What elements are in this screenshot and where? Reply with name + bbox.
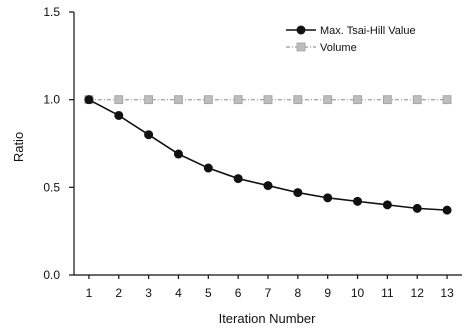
legend-item-tsai-hill: Max. Tsai-Hill Value <box>286 25 416 37</box>
x-axis-label: Iteration Number <box>219 311 316 326</box>
data-point-tsai-hill <box>263 181 273 191</box>
data-point-tsai-hill <box>173 149 183 159</box>
data-point-tsai-hill <box>114 110 124 120</box>
x-tick-label: 4 <box>175 286 182 300</box>
data-point-tsai-hill <box>144 130 154 140</box>
data-point-volume <box>174 95 183 105</box>
y-tick-label: 1.0 <box>43 93 60 107</box>
y-ticks: 0.0 0.5 1.0 1.5 <box>43 5 74 282</box>
x-tick-label: 11 <box>381 286 394 300</box>
data-point-volume <box>233 95 243 105</box>
series-line-tsai-hill <box>88 98 448 211</box>
data-point-tsai-hill <box>323 193 333 203</box>
data-point-tsai-hill <box>84 95 94 105</box>
data-point-tsai-hill <box>353 196 363 206</box>
data-point-volume <box>144 95 154 105</box>
legend-marker-volume <box>296 42 306 52</box>
y-tick-label: 0.0 <box>43 268 60 282</box>
legend-marker-tsai-hill <box>296 25 306 35</box>
x-tick-label: 12 <box>411 286 425 300</box>
data-point-volume <box>293 95 303 105</box>
x-tick-label: 8 <box>295 286 302 300</box>
legend-item-volume: Volume <box>286 42 357 54</box>
data-point-volume <box>263 95 273 105</box>
data-point-volume <box>412 95 422 105</box>
x-tick-label: 13 <box>440 286 454 300</box>
x-tick-label: 10 <box>351 286 365 300</box>
data-point-tsai-hill <box>203 163 213 173</box>
data-point-volume <box>353 95 362 105</box>
y-axis-label: Ratio <box>11 132 26 162</box>
data-point-volume <box>114 95 124 105</box>
x-tick-label: 1 <box>86 286 93 300</box>
legend-label-tsai-hill: Max. Tsai-Hill Value <box>320 25 416 37</box>
data-point-volume <box>323 95 333 105</box>
x-tick-label: 2 <box>115 286 122 300</box>
series-layer <box>84 95 452 215</box>
x-tick-label: 7 <box>265 286 272 300</box>
y-tick-label: 0.5 <box>43 180 60 194</box>
data-point-tsai-hill <box>412 203 422 213</box>
x-tick-label: 3 <box>145 286 152 300</box>
legend-label-volume: Volume <box>320 42 357 54</box>
y-tick-label: 1.5 <box>43 5 60 19</box>
data-point-tsai-hill <box>233 174 243 184</box>
data-point-tsai-hill <box>442 205 452 215</box>
x-tick-label: 6 <box>235 286 242 300</box>
data-point-volume <box>382 95 392 105</box>
data-point-volume <box>203 95 213 105</box>
legend: Max. Tsai-Hill Value Volume <box>286 25 416 54</box>
x-ticks: 1 2 3 4 5 6 7 8 9 10 11 12 13 <box>86 275 454 300</box>
x-tick-label: 5 <box>205 286 212 300</box>
data-point-tsai-hill <box>382 200 392 210</box>
x-tick-label: 9 <box>324 286 331 300</box>
data-point-volume <box>442 95 452 105</box>
data-point-tsai-hill <box>293 188 303 198</box>
